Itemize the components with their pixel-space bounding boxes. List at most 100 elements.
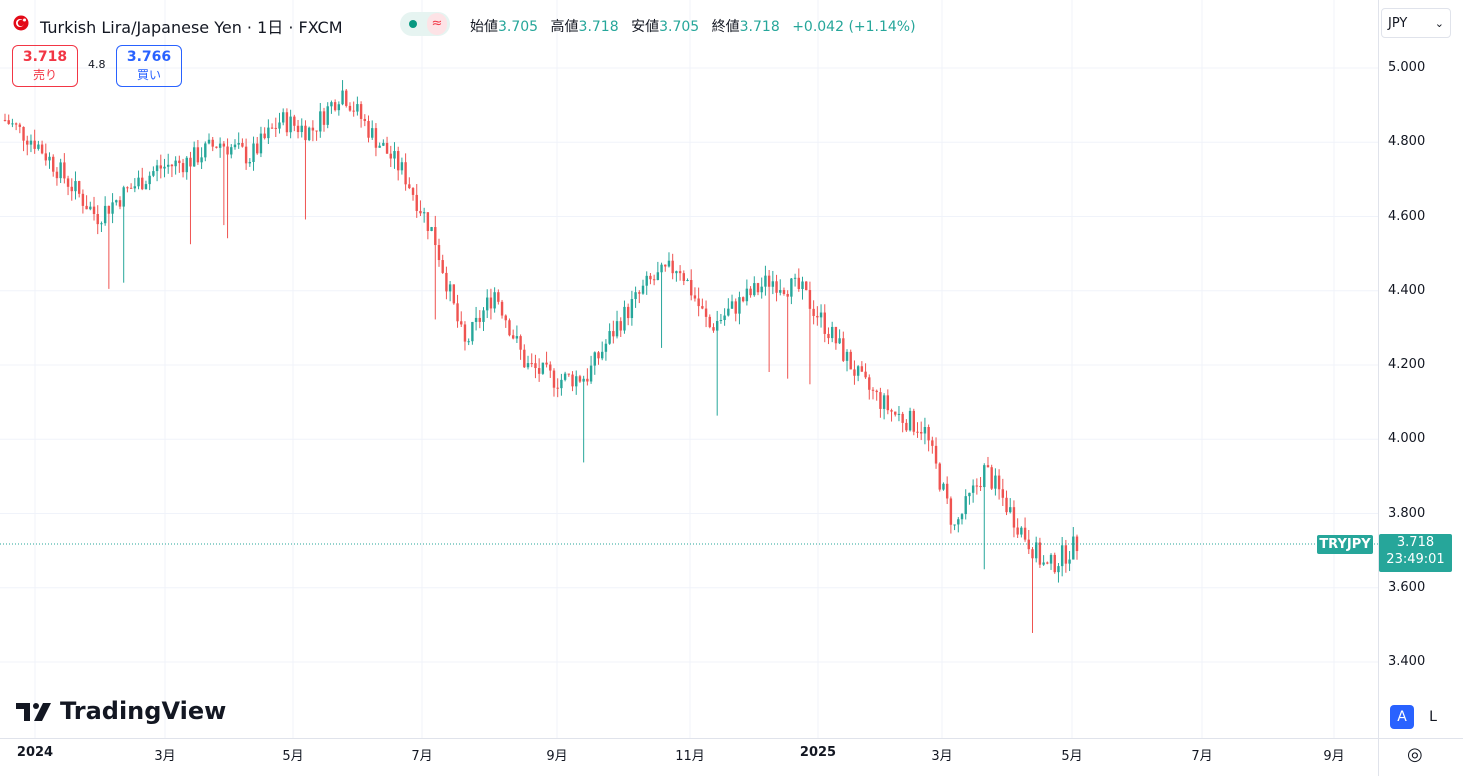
candle-body (70, 186, 73, 192)
candle-body (141, 177, 144, 190)
candle (189, 151, 192, 245)
candle-body (671, 260, 674, 274)
symbol-title[interactable]: Turkish Lira/Japanese Yen · 1日 · FXCM (40, 18, 343, 37)
candle (26, 135, 29, 156)
candle-body (701, 306, 704, 309)
candle (578, 374, 582, 383)
candle-body (218, 143, 222, 148)
settings-icon[interactable]: ◎ (1407, 744, 1423, 765)
candle (359, 101, 363, 128)
candle (656, 261, 660, 281)
candle-body (489, 297, 493, 309)
time-tick-label: 5月 (282, 749, 304, 764)
candle (319, 102, 322, 138)
candle-body (252, 143, 255, 162)
candle (693, 287, 697, 302)
candle (241, 138, 244, 148)
time-axis[interactable] (0, 738, 1378, 776)
candle (1023, 517, 1027, 542)
candle (278, 112, 281, 134)
candle-body (478, 317, 481, 322)
candle-body (934, 445, 938, 464)
candle (816, 306, 819, 326)
candle (845, 349, 849, 372)
candle (808, 281, 812, 385)
currency-select[interactable]: JPY ⌄ (1381, 8, 1451, 38)
candle-body (341, 90, 344, 105)
candle (211, 136, 214, 152)
candle (11, 118, 14, 128)
candle-body (816, 315, 819, 318)
candle (29, 134, 33, 153)
candle (593, 351, 596, 375)
candle-body (178, 160, 181, 164)
candle (371, 120, 374, 140)
candle (404, 153, 407, 191)
candle (81, 189, 85, 214)
candle (178, 155, 181, 173)
candle-body (352, 110, 355, 112)
candle (790, 277, 793, 305)
candle (511, 329, 515, 340)
candle-body (471, 321, 474, 342)
candle (107, 205, 111, 289)
candle (682, 270, 686, 286)
candle (957, 517, 960, 533)
price-tick-label: 4.200 (1388, 357, 1426, 372)
candle-body (96, 214, 99, 225)
candle (415, 184, 418, 218)
candle (860, 361, 864, 372)
candle (74, 171, 77, 200)
candle-body (827, 333, 830, 339)
candle-body (85, 205, 88, 210)
candle-body (508, 320, 511, 336)
candle (586, 368, 589, 386)
candle-body (727, 308, 730, 316)
candle (856, 365, 860, 382)
candle (549, 361, 552, 378)
candle (1038, 537, 1042, 568)
auto-scale-button[interactable]: A (1390, 705, 1414, 729)
candle-body (211, 139, 214, 147)
candle-body (675, 271, 678, 274)
price-chart[interactable] (0, 0, 1378, 738)
candle (842, 331, 845, 363)
candle-body (356, 104, 359, 112)
candle (534, 354, 537, 379)
candle (378, 142, 381, 148)
candle (1034, 536, 1038, 563)
buy-button[interactable]: 3.766 買い (116, 45, 182, 87)
candle (560, 373, 563, 396)
candle-body (144, 184, 148, 190)
candle-body (905, 422, 908, 431)
candle (1042, 555, 1045, 566)
candle (834, 326, 838, 350)
brand-name: TradingView (60, 697, 227, 725)
candle-body (1031, 549, 1034, 559)
chevron-down-icon: ⌄ (1434, 17, 1444, 30)
candle (704, 300, 708, 328)
candle-body (215, 146, 218, 148)
candle-body (115, 200, 118, 203)
candle (764, 265, 767, 296)
price-axis[interactable] (1378, 0, 1463, 740)
candle-body (749, 288, 752, 296)
candle-body (593, 352, 596, 366)
candle (801, 276, 804, 300)
candle-body (660, 264, 663, 273)
candle (274, 117, 277, 138)
sell-button[interactable]: 3.718 売り (12, 45, 78, 87)
tradingview-logo[interactable]: TradingView (16, 697, 226, 725)
candle (7, 114, 10, 125)
candle (463, 321, 467, 351)
candle (422, 207, 426, 223)
candle-body (779, 290, 782, 293)
candle-body (434, 227, 437, 246)
log-scale-button[interactable]: L (1429, 709, 1437, 725)
candle (1001, 478, 1005, 506)
candle-body (3, 119, 7, 121)
candle-body (511, 335, 515, 339)
candle (445, 266, 448, 300)
candle (912, 408, 915, 436)
market-status[interactable]: ≈ (400, 12, 450, 36)
